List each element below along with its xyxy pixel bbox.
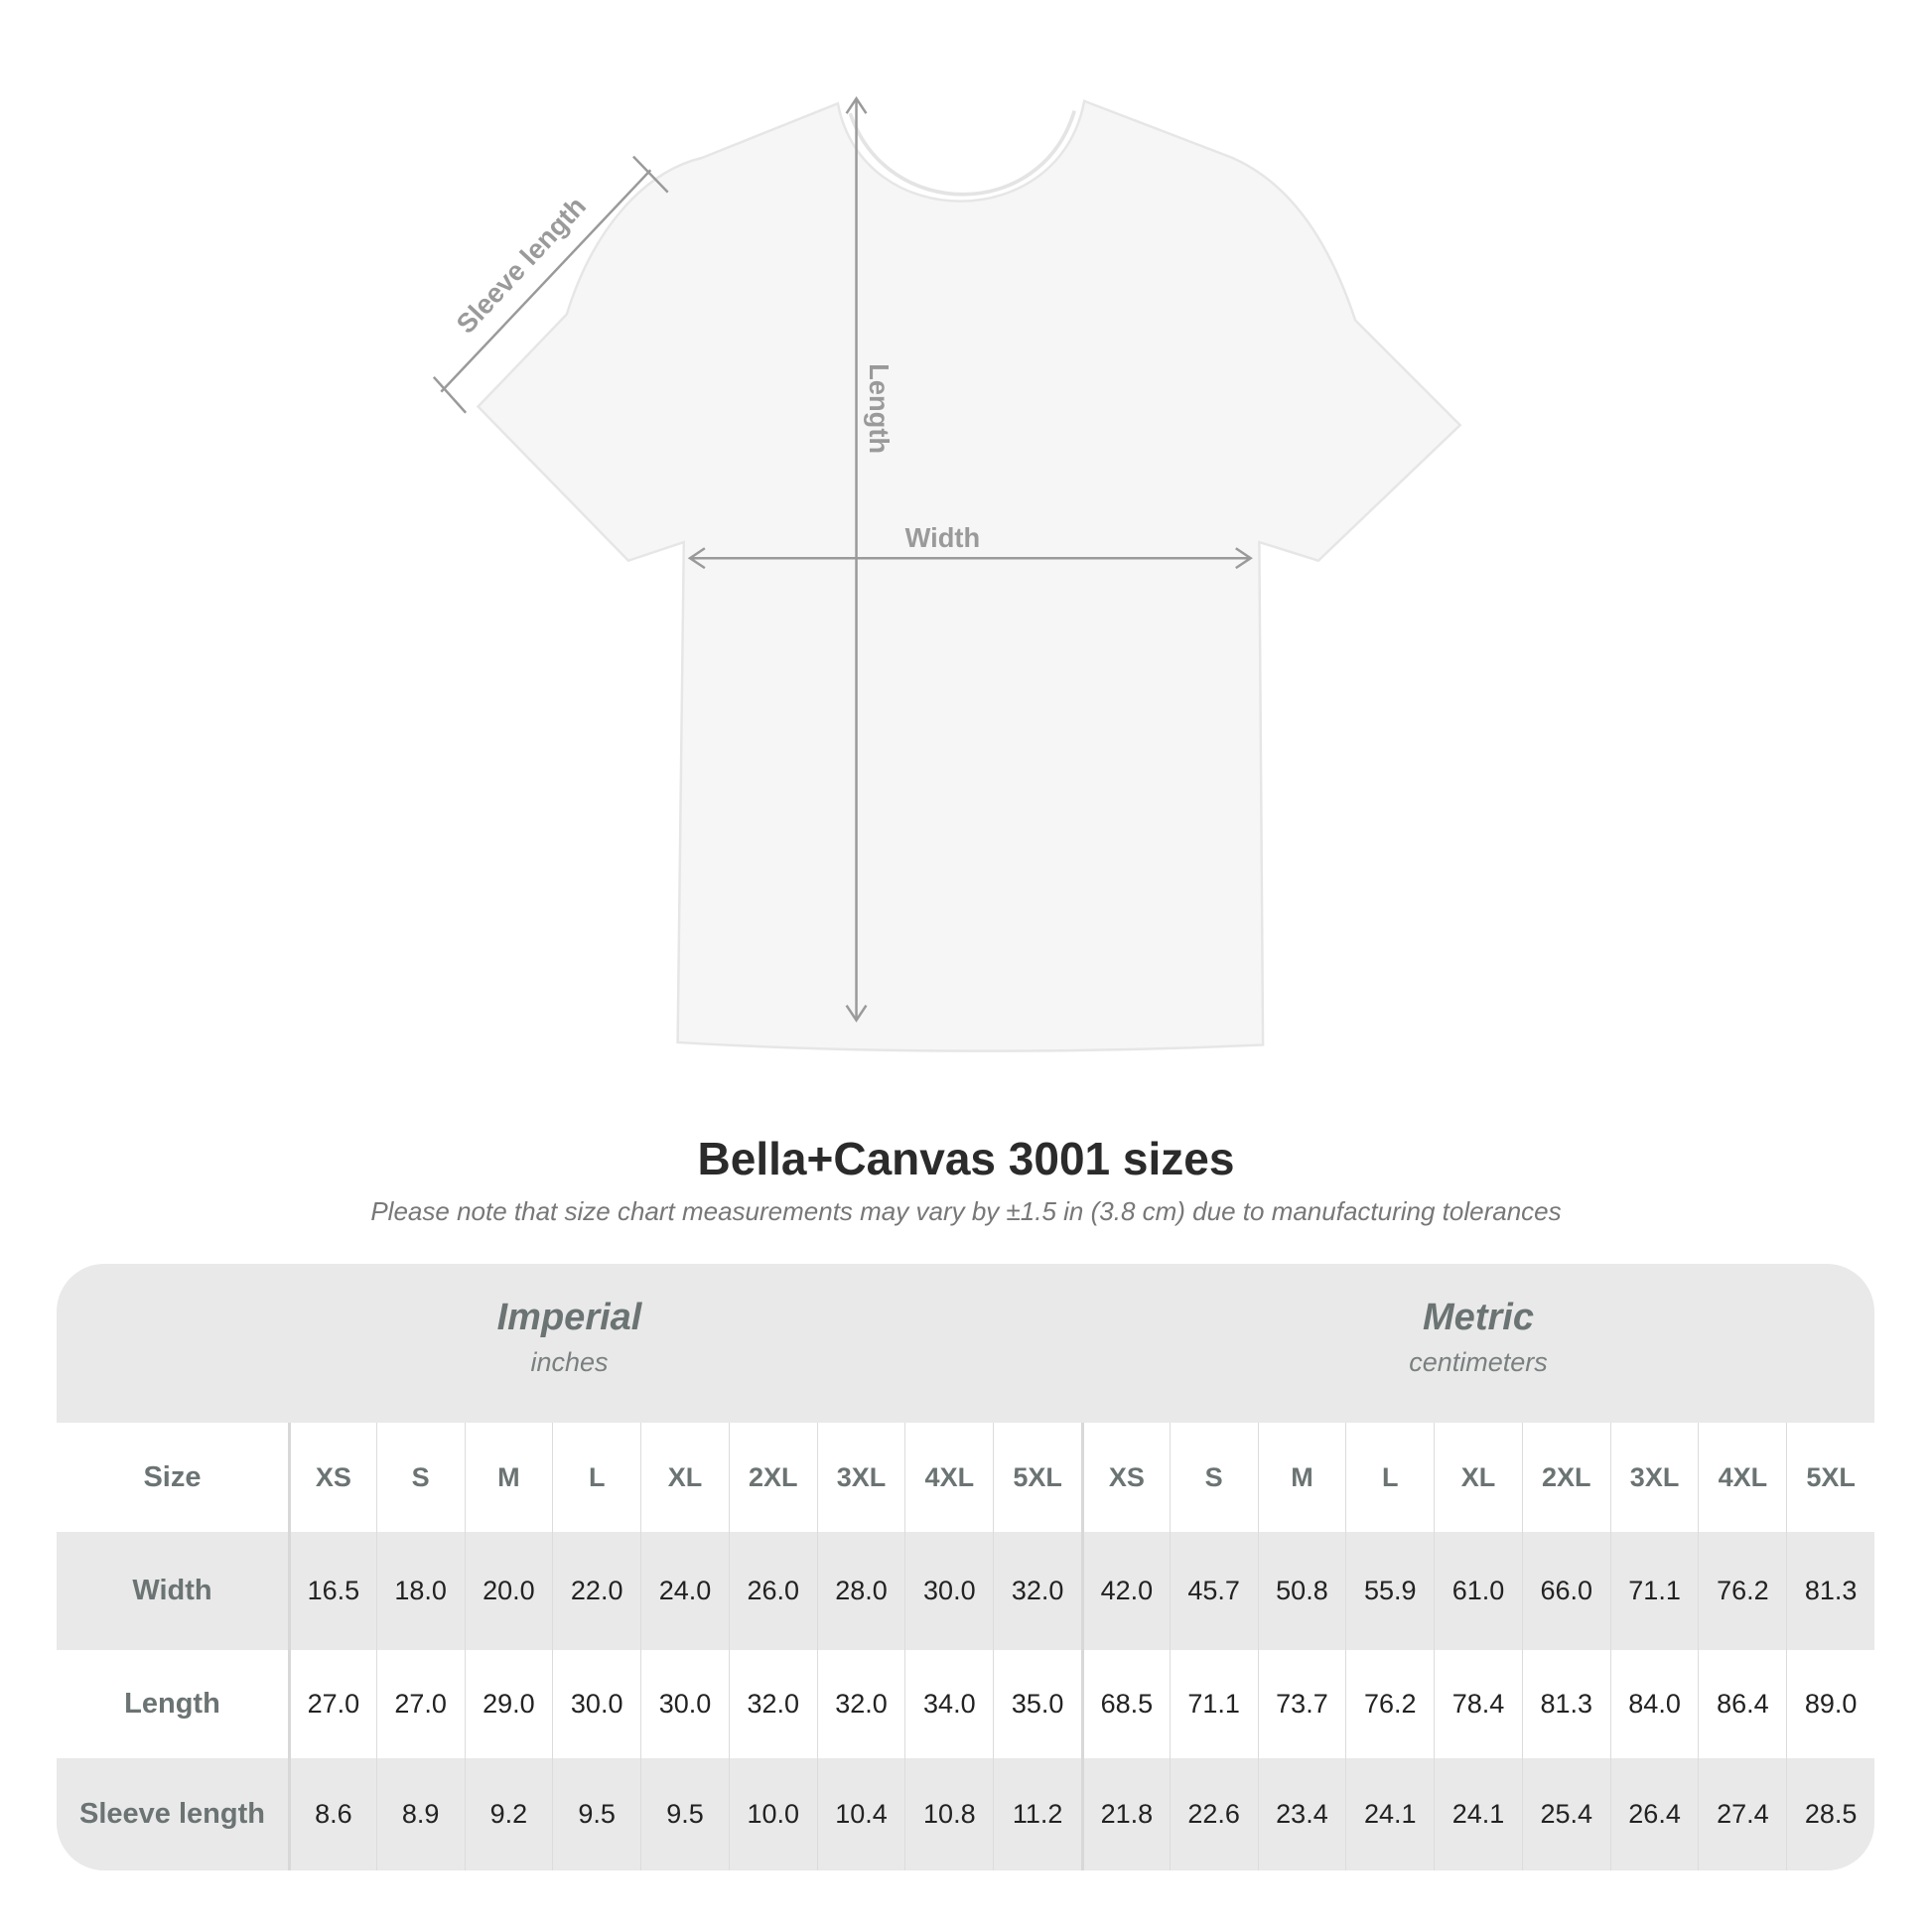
system-header: Imperial inches Metric centimeters (57, 1264, 1874, 1423)
imperial-value: 18.0 (375, 1532, 465, 1650)
size-header: 5XL (993, 1423, 1081, 1532)
imperial-value: 32.0 (816, 1650, 905, 1758)
metric-value: 22.6 (1169, 1758, 1258, 1870)
size-header: XS (1080, 1423, 1170, 1532)
imperial-value: 27.0 (375, 1650, 465, 1758)
size-header: 2XL (1521, 1423, 1610, 1532)
size-header: 3XL (816, 1423, 905, 1532)
size-header: L (1345, 1423, 1434, 1532)
size-row: Size XS S M L XL 2XL 3XL 4XL 5XL XS S M L XL 2XL 3XL 4XL 5… (57, 1423, 1874, 1532)
imperial-value: 8.6 (287, 1758, 376, 1870)
metric-value: 42.0 (1080, 1532, 1170, 1650)
size-header: 3XL (1609, 1423, 1699, 1532)
metric-value: 89.0 (1786, 1650, 1874, 1758)
size-header: XL (640, 1423, 729, 1532)
imperial-value: 10.4 (816, 1758, 905, 1870)
imperial-value: 9.5 (640, 1758, 729, 1870)
size-header: XS (287, 1423, 376, 1532)
metric-value: 28.5 (1786, 1758, 1874, 1870)
row-label: Length (124, 1688, 220, 1720)
metric-value: 55.9 (1345, 1532, 1434, 1650)
size-header: S (375, 1423, 465, 1532)
imperial-value: 26.0 (728, 1532, 817, 1650)
length-label: Length (864, 363, 895, 454)
table-row-width: Width 16.5 18.0 20.0 22.0 24.0 26.0 28.0 30.0 32.… (57, 1532, 1874, 1650)
metric-value: 50.8 (1257, 1532, 1346, 1650)
metric-value: 68.5 (1080, 1650, 1170, 1758)
metric-value: 24.1 (1434, 1758, 1522, 1870)
imperial-value: 9.2 (464, 1758, 553, 1870)
imperial-value: 30.0 (904, 1532, 993, 1650)
size-header: 2XL (728, 1423, 817, 1532)
imperial-value: 9.5 (552, 1758, 640, 1870)
imperial-value: 30.0 (640, 1650, 729, 1758)
metric-value: 73.7 (1257, 1650, 1346, 1758)
imperial-value: 10.0 (728, 1758, 817, 1870)
size-table: Imperial inches Metric centimeters Size X… (57, 1264, 1874, 1870)
imperial-value: 34.0 (904, 1650, 993, 1758)
size-header: S (1169, 1423, 1258, 1532)
imperial-value: 20.0 (464, 1532, 553, 1650)
metric-value: 26.4 (1609, 1758, 1699, 1870)
metric-value: 81.3 (1786, 1532, 1874, 1650)
imperial-value: 8.9 (375, 1758, 465, 1870)
imperial-value: 29.0 (464, 1650, 553, 1758)
metric-value: 71.1 (1169, 1650, 1258, 1758)
size-header: M (464, 1423, 553, 1532)
tshirt-image (476, 99, 1462, 1052)
size-header: M (1257, 1423, 1346, 1532)
metric-value: 86.4 (1698, 1650, 1786, 1758)
imperial-value: 27.0 (287, 1650, 376, 1758)
metric-value: 81.3 (1521, 1650, 1610, 1758)
imperial-value: 30.0 (552, 1650, 640, 1758)
metric-value: 21.8 (1080, 1758, 1170, 1870)
metric-value: 76.2 (1698, 1532, 1786, 1650)
size-header: XL (1434, 1423, 1522, 1532)
size-header: 4XL (904, 1423, 993, 1532)
metric-value: 71.1 (1609, 1532, 1699, 1650)
imperial-value: 10.8 (904, 1758, 993, 1870)
sleeve-line (440, 169, 652, 393)
metric-title: Metric (1423, 1297, 1534, 1338)
metric-value: 78.4 (1434, 1650, 1522, 1758)
imperial-value: 32.0 (728, 1650, 817, 1758)
metric-value: 76.2 (1345, 1650, 1434, 1758)
size-header: 4XL (1698, 1423, 1786, 1532)
metric-value: 24.1 (1345, 1758, 1434, 1870)
imperial-value: 16.5 (287, 1532, 376, 1650)
metric-header: Metric centimeters (1082, 1264, 1874, 1423)
imperial-title: Imperial (496, 1297, 642, 1338)
imperial-header: Imperial inches (57, 1264, 1082, 1423)
tolerance-note: Please note that size chart measurements… (370, 1196, 1562, 1226)
row-label: Sleeve length (78, 1798, 265, 1830)
imperial-value: 11.2 (993, 1758, 1081, 1870)
imperial-value: 24.0 (640, 1532, 729, 1650)
metric-value: 27.4 (1698, 1758, 1786, 1870)
metric-value: 66.0 (1521, 1532, 1610, 1650)
imperial-value: 28.0 (816, 1532, 905, 1650)
table-row-length: Length 27.0 27.0 29.0 30.0 30.0 32.0 32.0 34.0 35… (57, 1650, 1874, 1758)
table-row-sleeve-length: Sleeve length 8.6 8.9 9.2 9.5 9.5 10.0 10.4 10.8… (57, 1758, 1874, 1870)
metric-value: 61.0 (1434, 1532, 1522, 1650)
row-label: Width (132, 1575, 212, 1606)
imperial-value: 22.0 (552, 1532, 640, 1650)
size-header: L (552, 1423, 640, 1532)
metric-value: 84.0 (1609, 1650, 1699, 1758)
metric-value: 23.4 (1257, 1758, 1346, 1870)
imperial-value: 32.0 (993, 1532, 1081, 1650)
measure-lines (432, 96, 1253, 1023)
chart-title: Bella+Canvas 3001 sizes (697, 1133, 1235, 1184)
metric-value: 45.7 (1169, 1532, 1258, 1650)
imperial-value: 35.0 (993, 1650, 1081, 1758)
row-label: Size (143, 1460, 202, 1493)
size-header: 5XL (1786, 1423, 1874, 1532)
metric-unit: centimeters (1409, 1347, 1548, 1377)
imperial-unit: inches (530, 1347, 609, 1377)
width-label: Width (905, 522, 981, 553)
metric-value: 25.4 (1521, 1758, 1610, 1870)
